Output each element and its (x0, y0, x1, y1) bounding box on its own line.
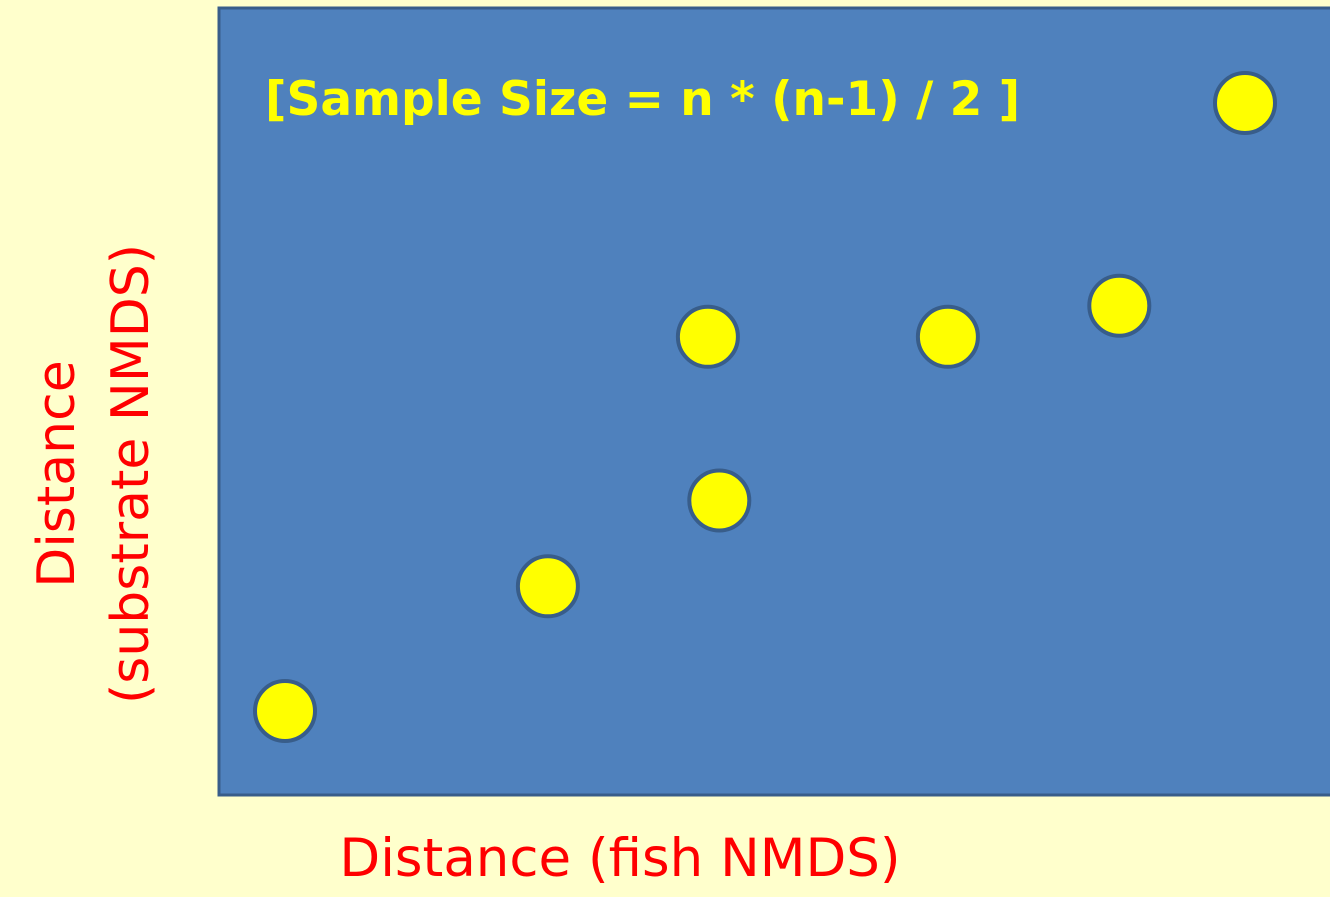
x-axis-label: Distance (fish NMDS) (339, 828, 901, 889)
chart-title: [Sample Size = n * (n-1) / 2 ] (265, 72, 1021, 127)
y-axis-label: Distance (substrate NMDS) (20, 204, 168, 744)
scatter-point-2 (515, 554, 580, 619)
scatter-point-1 (253, 679, 317, 743)
scatter-point-7 (1213, 71, 1277, 135)
y-axis-label-line-1: Distance (27, 360, 87, 588)
y-axis-label-line-2: (substrate NMDS) (101, 243, 161, 705)
scatter-point-6 (1087, 273, 1152, 338)
scatter-point-4 (675, 304, 740, 369)
scatter-point-3 (687, 468, 752, 533)
data-points (253, 71, 1277, 743)
plot-area (217, 6, 1330, 797)
scatter-point-5 (915, 304, 980, 369)
